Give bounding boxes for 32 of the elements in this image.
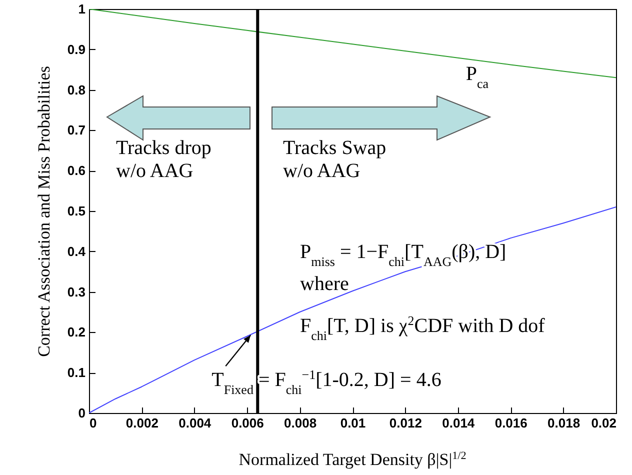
x-tick-label: 0.014: [442, 416, 476, 430]
x-tick-label: 0.012: [389, 416, 422, 430]
x-tick-label: 0.01: [340, 416, 366, 430]
x-axis-title: Normalized Target Density β|S|$^{1/2}$: [238, 450, 466, 469]
annotation: T$_{Fixed}$ = F$_{chi}$$^{−1}$[1-0.2, D] = 4.6: [212, 366, 442, 397]
annotation: Tracks drop w/o AAG: [116, 137, 212, 182]
x-tick-label: 0.008: [284, 416, 317, 430]
x-tick-label: 0.004: [178, 416, 212, 430]
y-tick-label: 0.8: [67, 82, 86, 98]
y-tick-label: 0.9: [67, 42, 86, 57]
annotation: F$_{chi}$[T, D] is χ$^{2}$CDF with D dof: [300, 312, 546, 342]
y-axis-title: Correct Association and Miss Probabilities: [34, 66, 54, 357]
y-tick-label: 0.1: [67, 365, 86, 380]
line-series: [89, 206, 616, 413]
x-tick-label: 0.018: [548, 416, 580, 430]
series-label: P$_{ca}$: [466, 62, 489, 90]
x-tick-label: 0.02: [591, 416, 616, 430]
y-tick-label: 1: [78, 2, 86, 16]
x-tick-label: 0: [90, 416, 97, 430]
annotation: where: [300, 273, 349, 295]
x-tick-label: 0.016: [494, 416, 528, 430]
y-tick-label: 0.2: [67, 324, 86, 340]
y-tick-label: 0.5: [67, 204, 86, 218]
x-tick-label: 0.006: [231, 416, 264, 430]
line-series: [89, 9, 616, 78]
y-tick-label: 0.3: [67, 284, 86, 300]
y-tick-label: 0.4: [67, 244, 86, 259]
y-tick-label: 0.6: [67, 163, 86, 178]
y-tick-label: 0: [78, 406, 86, 420]
annotation: Tracks Swap w/o AAG: [283, 137, 386, 182]
y-tick-label: 0.7: [67, 122, 86, 138]
x-tick-label: 0.002: [126, 416, 158, 430]
